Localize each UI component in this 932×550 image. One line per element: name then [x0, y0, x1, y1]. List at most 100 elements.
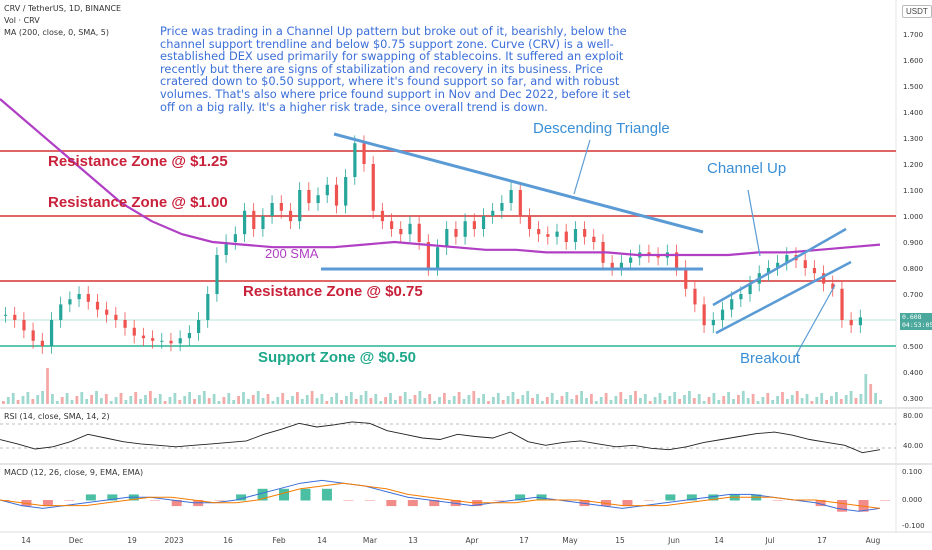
- candle-body: [711, 320, 715, 326]
- candle-body: [509, 190, 513, 203]
- volume-bar: [678, 399, 681, 404]
- volume-bar: [457, 392, 461, 404]
- volume-bar: [541, 401, 544, 404]
- candle-body: [151, 338, 155, 341]
- candle-body: [178, 338, 182, 344]
- candle-body: [371, 164, 375, 211]
- volume-bar: [864, 374, 868, 404]
- price-tick-label: 1.500: [903, 83, 923, 91]
- candle-body: [481, 216, 486, 229]
- signal-line: [0, 482, 881, 509]
- volume-bar: [104, 394, 108, 404]
- x-tick-label: Aug: [866, 536, 881, 545]
- candle-body: [270, 203, 274, 216]
- volume-bar: [232, 400, 236, 404]
- volume-bar: [732, 399, 735, 404]
- macd-histogram-bar: [515, 494, 526, 501]
- volume-bar: [178, 400, 182, 404]
- candle-body: [187, 333, 192, 339]
- candle-body: [858, 317, 863, 326]
- volume-bar: [119, 393, 123, 404]
- volume-bar: [408, 399, 412, 404]
- volume-bar: [266, 394, 270, 404]
- volume-bar: [359, 395, 363, 404]
- volume-bar: [31, 399, 35, 404]
- channel-up-label: Channel Up: [707, 160, 787, 177]
- resistance-075-label: Resistance Zone @ $0.75: [243, 283, 423, 300]
- volume-bar: [300, 399, 304, 404]
- macd-histogram-bar: [686, 494, 697, 501]
- volume-bar: [26, 392, 30, 404]
- x-tick-label: 13: [408, 536, 418, 545]
- candle-body: [105, 309, 109, 315]
- volume-bar: [653, 397, 657, 404]
- volume-bar: [384, 397, 387, 404]
- candle-body: [776, 262, 780, 268]
- candle-body: [399, 229, 403, 235]
- candle-body: [730, 299, 734, 310]
- volume-bar: [634, 391, 637, 404]
- support-050-label: Support Zone @ $0.50: [258, 349, 416, 366]
- rsi-line: [0, 421, 881, 454]
- currency-badge[interactable]: USDT: [902, 5, 932, 18]
- candle-body: [132, 327, 136, 336]
- candle-body: [426, 242, 431, 268]
- candle-body: [252, 210, 256, 229]
- descending-triangle-upper: [333, 132, 704, 234]
- volume-bar: [433, 401, 436, 404]
- volume-bar: [849, 391, 853, 404]
- volume-bar: [844, 395, 848, 404]
- volume-bar: [413, 395, 417, 404]
- macd-histogram-bar: [150, 500, 161, 501]
- volume-bar: [585, 398, 588, 404]
- price-tick-label: 0.400: [903, 369, 923, 377]
- volume-bar: [825, 400, 828, 404]
- macd-histogram-bar: [815, 500, 826, 507]
- volume-bar: [65, 393, 69, 404]
- volume-bar: [496, 393, 500, 404]
- volume-bar: [467, 395, 471, 404]
- candle-body: [436, 247, 440, 268]
- volume-bar: [423, 398, 427, 404]
- volume-bar: [629, 395, 632, 404]
- candle-body: [95, 301, 100, 310]
- candle-body: [674, 252, 679, 268]
- volume-bar: [217, 401, 221, 404]
- price-tick-label: 1.100: [903, 187, 923, 195]
- candle-body: [454, 229, 458, 237]
- volume-bar: [580, 391, 583, 404]
- candle-body: [445, 229, 449, 248]
- x-tick-label: 19: [127, 536, 137, 545]
- current-price: 0.608: [902, 313, 922, 321]
- volume-bar: [237, 396, 240, 404]
- volume-bar: [134, 392, 138, 404]
- volume-bar: [41, 391, 44, 404]
- macd-tick-label: 0.000: [902, 496, 922, 504]
- candle-body: [537, 229, 541, 235]
- volume-bar: [149, 391, 152, 404]
- volume-bar: [403, 392, 407, 404]
- volume-bar: [506, 396, 510, 404]
- volume-bar: [609, 400, 613, 404]
- candle-body: [583, 229, 587, 237]
- volume-bar: [741, 391, 745, 404]
- volume-bar: [545, 397, 549, 404]
- volume-bar: [173, 393, 177, 404]
- volume-bar: [643, 394, 647, 404]
- volume-bar: [692, 398, 696, 404]
- volume-bar: [139, 399, 142, 404]
- volume-bar: [374, 394, 378, 404]
- price-tick-label: 1.400: [903, 109, 923, 117]
- candle-body: [822, 273, 826, 284]
- volume-bar: [291, 396, 294, 404]
- volume-bar: [100, 398, 103, 404]
- candle-body: [463, 221, 467, 237]
- candle-body: [812, 268, 817, 274]
- candle-body: [518, 190, 522, 216]
- candle-body: [362, 143, 366, 164]
- price-tick-label: 1.600: [903, 57, 923, 65]
- macd-histogram-bar: [321, 488, 332, 501]
- price-tick-label: 1.300: [903, 135, 923, 143]
- x-tick-label: Dec: [69, 536, 84, 545]
- volume-bar: [781, 392, 784, 404]
